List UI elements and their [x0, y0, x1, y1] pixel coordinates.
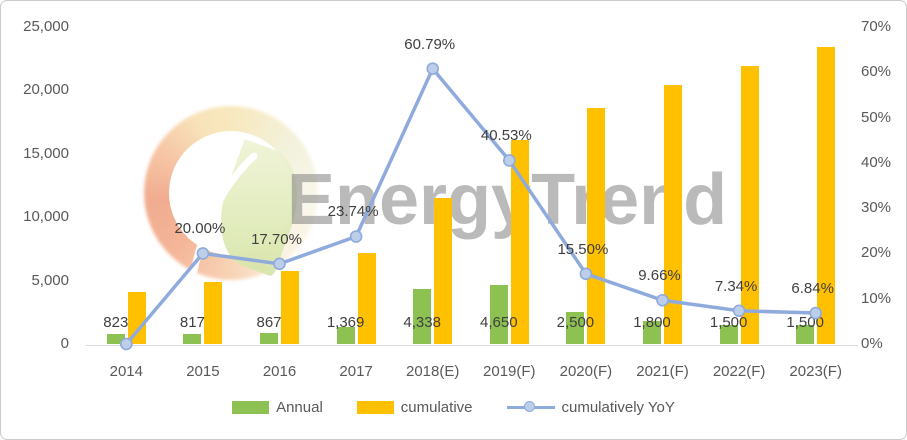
- yoy-percent-label: 7.34%: [714, 277, 758, 295]
- x-axis-category-label: 2023(F): [789, 363, 842, 380]
- y-axis-left-tick: 15,000: [23, 144, 69, 162]
- x-axis-category-label: 2020(F): [559, 363, 613, 380]
- yoy-percent-label: 15.50%: [557, 240, 609, 258]
- y-axis-left-tick: 0: [60, 335, 69, 352]
- x-axis-category-label: 2015: [186, 363, 220, 380]
- y-axis-right-tick: 60%: [861, 63, 892, 81]
- yoy-line-marker: [426, 62, 440, 76]
- y-axis-right-tick: 0%: [861, 335, 883, 352]
- bar-cumulative: [587, 107, 606, 344]
- legend-item-yoy: cumulatively YoY: [506, 399, 675, 416]
- bar-cumulative: [664, 84, 682, 344]
- bar-cumulative: [817, 46, 836, 344]
- bar-annual: [260, 333, 278, 344]
- yoy-percent-label: 40.53%: [480, 127, 532, 145]
- yoy-line: [124, 66, 816, 346]
- cumulative-swatch-icon: [356, 401, 394, 414]
- legend-item-annual: Annual: [232, 399, 323, 416]
- yoy-percent-label: 17.70%: [251, 230, 302, 248]
- legend-label-cumulative: cumulative: [400, 399, 473, 416]
- x-axis-category-label: 2016: [262, 363, 297, 380]
- bar-annual: [183, 333, 202, 344]
- yoy-line-marker: [349, 230, 363, 243]
- y-axis-left-tick: 5,000: [31, 271, 69, 289]
- x-axis-category-label: 2019(F): [483, 363, 536, 380]
- y-axis-left-tick: 10,000: [23, 208, 69, 226]
- bar-cumulative: [740, 65, 759, 344]
- x-axis-line: [86, 345, 858, 346]
- bar-cumulative: [281, 270, 299, 344]
- x-axis-category-label: 2022(F): [712, 363, 766, 380]
- annual-value-label: 1,500: [786, 314, 824, 331]
- annual-swatch-icon: [232, 401, 270, 414]
- legend-item-cumulative: cumulative: [356, 399, 473, 416]
- yoy-percent-label: 60.79%: [404, 35, 456, 53]
- legend-label-yoy: cumulatively YoY: [561, 399, 675, 416]
- y-axis-right-tick: 10%: [861, 289, 892, 307]
- yoy-line-marker: [196, 247, 210, 260]
- y-axis-right-tick: 20%: [861, 244, 892, 262]
- y-axis-right-tick: 40%: [861, 153, 892, 171]
- yoy-percent-label: 23.74%: [327, 203, 379, 221]
- y-axis-left-tick: 20,000: [23, 81, 69, 99]
- yoy-line-swatch-icon: [506, 401, 555, 412]
- yoy-marker-icon: [523, 401, 535, 412]
- y-axis-right-tick: 70%: [861, 18, 892, 35]
- y-axis-right-tick: 50%: [861, 108, 892, 126]
- x-axis-category-label: 2021(F): [636, 363, 689, 380]
- yoy-percent-label: 9.66%: [638, 267, 681, 285]
- yoy-line-marker: [273, 257, 286, 271]
- yoy-percent-label: 6.84%: [791, 280, 834, 298]
- legend: Annual cumulative cumulatively YoY: [1, 399, 906, 416]
- x-axis-category-label: 2014: [109, 363, 143, 380]
- bar-annual: [106, 333, 125, 344]
- annual-value-label: 823: [103, 314, 129, 331]
- x-axis-category-label: 2018(E): [406, 363, 460, 380]
- legend-label-annual: Annual: [276, 399, 323, 416]
- y-axis-right-tick: 30%: [861, 199, 892, 217]
- y-axis-left-tick: 25,000: [23, 18, 69, 35]
- x-axis-category-label: 2017: [339, 363, 373, 380]
